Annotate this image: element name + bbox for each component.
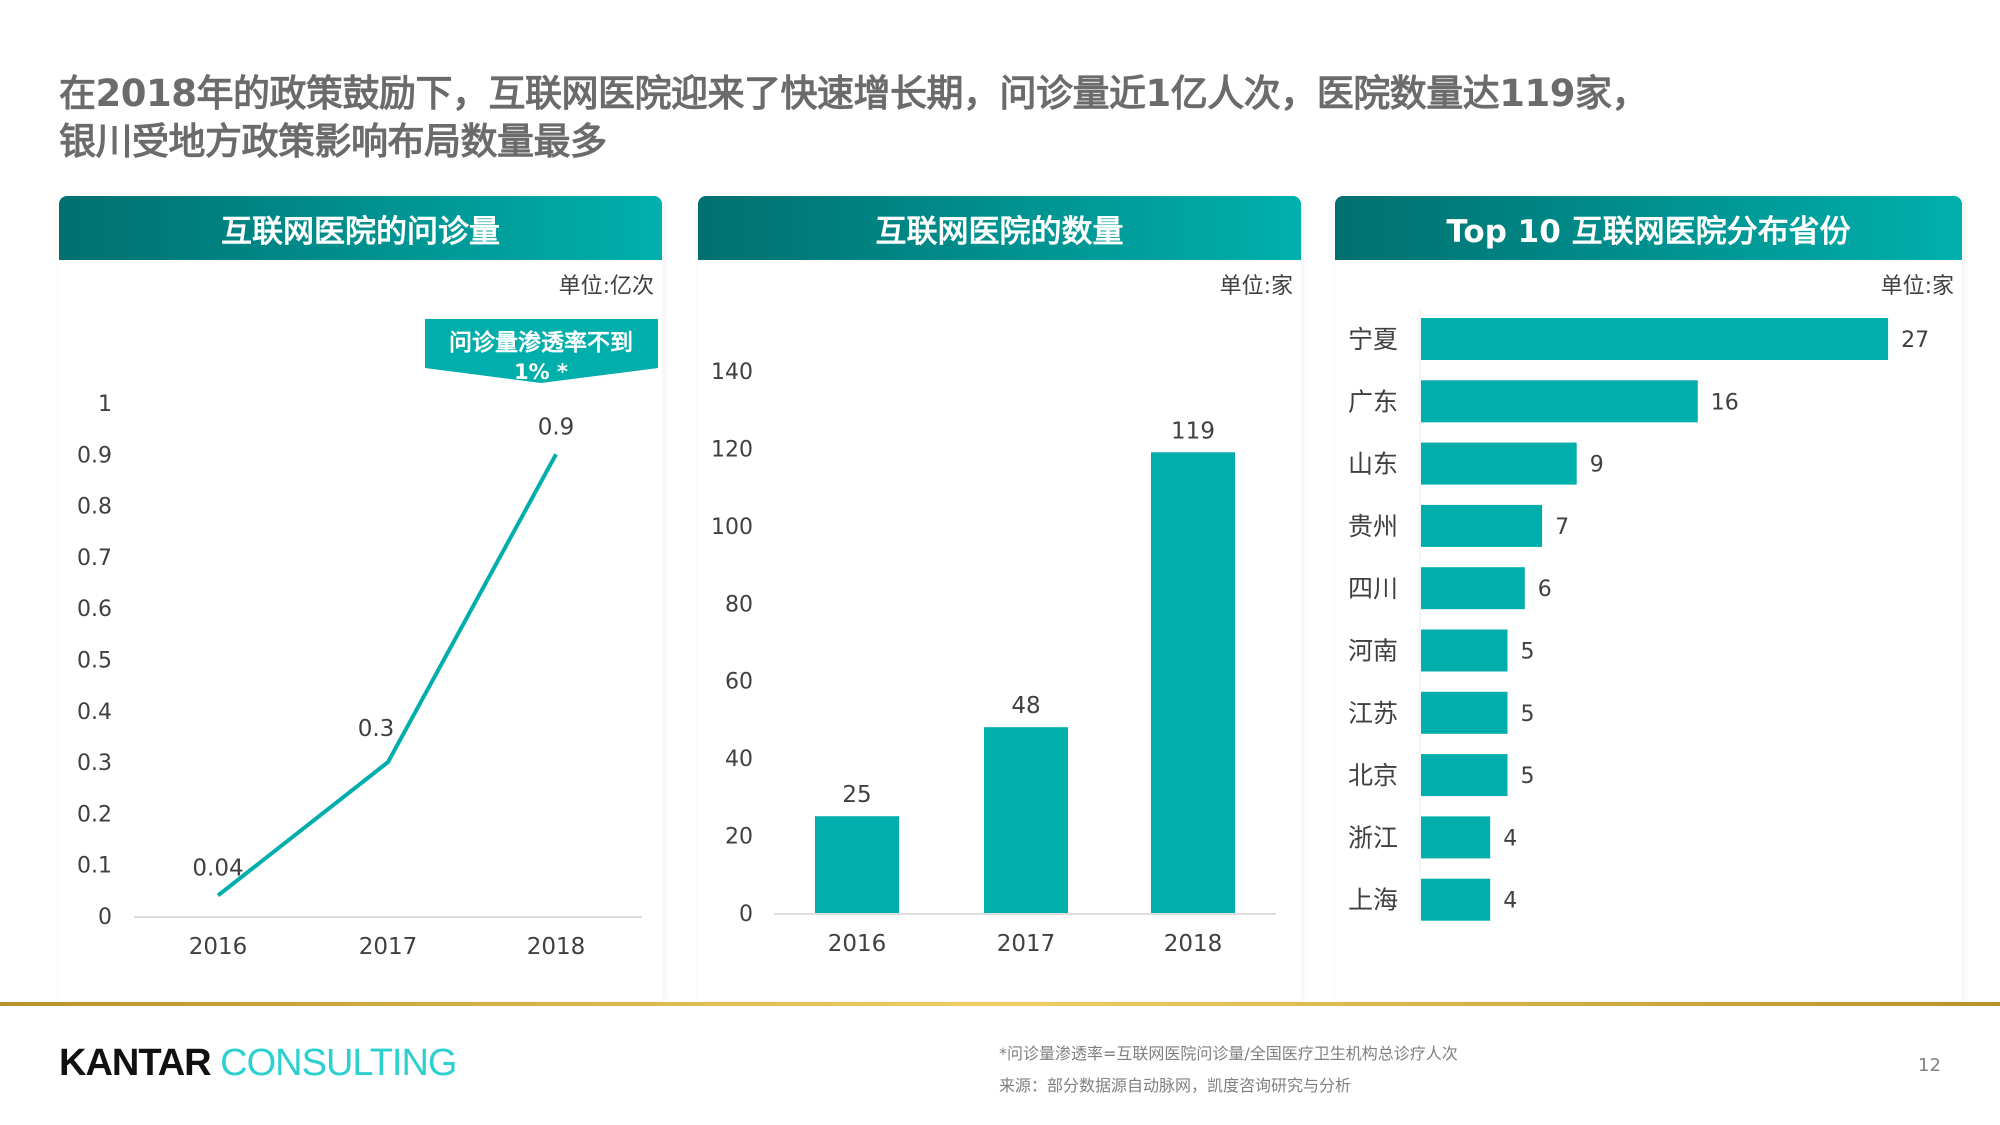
- y-tick-label: 0.9: [77, 443, 112, 468]
- category-label: 山东: [1348, 450, 1398, 479]
- y-tick-label: 0.2: [77, 802, 112, 827]
- category-label: 浙江: [1348, 823, 1398, 852]
- bar: [1421, 504, 1543, 547]
- y-tick-label: 0.3: [77, 751, 112, 776]
- category-label: 贵州: [1348, 512, 1398, 541]
- data-label: 48: [1011, 693, 1040, 719]
- panel-top10-provinces: Top 10 互联网医院分布省份 单位:家: [1335, 196, 1962, 1001]
- category-label: 河南: [1348, 637, 1398, 666]
- x-tick-label: 2018: [527, 934, 586, 960]
- y-tick-label: 100: [711, 515, 753, 540]
- unit-label: 单位:亿次: [558, 274, 654, 299]
- bar: [815, 816, 899, 913]
- panel-header: 互联网医院的问诊量: [59, 196, 662, 260]
- y-tick-label: 0.1: [77, 854, 112, 879]
- page-number: 12: [1918, 1055, 1941, 1076]
- bar: [1421, 878, 1491, 921]
- title-line-2: 银川受地方政策影响布局数量最多: [59, 120, 607, 163]
- unit-label: 单位:家: [1219, 274, 1293, 299]
- category-label: 广东: [1348, 387, 1398, 416]
- unit-label: 单位:家: [1880, 274, 1954, 299]
- data-label: 25: [842, 782, 871, 808]
- bar: [984, 727, 1068, 913]
- y-tick-label: 0.8: [77, 495, 112, 520]
- panel-consultations: 互联网医院的问诊量 单位:亿次: [59, 196, 662, 1001]
- data-label: 7: [1555, 515, 1569, 540]
- data-label: 27: [1901, 328, 1929, 353]
- data-label: 16: [1711, 390, 1739, 415]
- x-tick-label: 2016: [189, 934, 248, 960]
- annotation-text: 问诊量渗透率不到: [449, 329, 633, 356]
- y-tick-label: 120: [711, 437, 753, 462]
- y-tick-label: 80: [725, 592, 753, 617]
- data-label: 0.3: [358, 716, 395, 742]
- data-label: 4: [1503, 889, 1517, 914]
- category-label: 上海: [1348, 886, 1398, 915]
- x-tick-label: 2017: [359, 934, 418, 960]
- y-tick-label: 140: [711, 360, 753, 385]
- data-label: 4: [1503, 826, 1517, 851]
- bar: [1421, 442, 1577, 485]
- y-tick-label: 0.4: [77, 700, 112, 725]
- y-tick-label: 40: [725, 747, 753, 772]
- data-label: 6: [1538, 577, 1552, 602]
- bar: [1421, 380, 1698, 423]
- y-tick-label: 1: [98, 392, 112, 417]
- bar: [1421, 691, 1508, 734]
- panel-header: 互联网医院的数量: [698, 196, 1301, 260]
- data-label: 0.04: [192, 855, 243, 881]
- x-tick-label: 2017: [997, 931, 1056, 957]
- data-label: 9: [1590, 453, 1604, 478]
- y-tick-label: 60: [725, 670, 753, 695]
- data-label: 5: [1521, 764, 1535, 789]
- page-title: 在2018年的政策鼓励下，互联网医院迎来了快速增长期，问诊量近1亿人次，医院数量…: [59, 70, 1648, 166]
- bar: [1151, 452, 1235, 913]
- data-label: 5: [1521, 640, 1535, 665]
- bar: [1421, 567, 1525, 610]
- panel-hospital-count: 互联网医院的数量 单位:家: [698, 196, 1301, 1001]
- y-tick-label: 0.5: [77, 649, 112, 674]
- annotation-callout: [425, 319, 658, 383]
- category-label: 北京: [1348, 761, 1398, 790]
- bar: [1421, 318, 1889, 360]
- bar: [1421, 629, 1508, 672]
- kantar-consulting-logo: KANTAR CONSULTING: [59, 1042, 458, 1084]
- bar: [1421, 816, 1491, 859]
- source-note: 来源：部分数据源自动脉网，凯度咨询研究与分析: [999, 1076, 1352, 1095]
- category-label: 四川: [1348, 574, 1398, 603]
- y-tick-label: 0.6: [77, 597, 112, 622]
- data-label: 5: [1521, 702, 1535, 727]
- x-tick-label: 2018: [1164, 931, 1223, 957]
- gold-divider: [0, 1002, 2000, 1006]
- category-label: 宁夏: [1348, 325, 1398, 354]
- annotation-text: 1% *: [514, 360, 568, 384]
- y-tick-label: 0.7: [77, 546, 112, 571]
- footnote: *问诊量渗透率=互联网医院问诊量/全国医疗卫生机构总诊疗人次: [999, 1044, 1458, 1063]
- series-line: [216, 453, 558, 898]
- y-tick-label: 0: [739, 902, 753, 927]
- category-label: 江苏: [1348, 699, 1398, 728]
- title-line-1: 在2018年的政策鼓励下，互联网医院迎来了快速增长期，问诊量近1亿人次，医院数量…: [59, 72, 1648, 115]
- data-label: 119: [1171, 418, 1215, 444]
- data-label: 0.9: [538, 414, 575, 440]
- y-tick-label: 20: [725, 825, 753, 850]
- panel-header: Top 10 互联网医院分布省份: [1335, 196, 1962, 260]
- bar: [1421, 754, 1508, 797]
- x-tick-label: 2016: [828, 931, 887, 957]
- y-tick-label: 0: [98, 905, 112, 930]
